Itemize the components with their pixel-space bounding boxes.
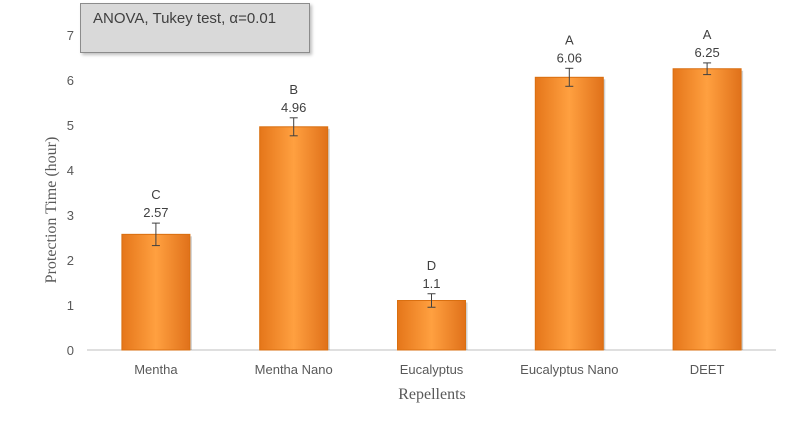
x-axis-title: Repellents: [398, 386, 466, 403]
bar: [121, 233, 191, 351]
x-tick-label: Mentha: [134, 362, 178, 377]
bar: [397, 300, 466, 351]
bar: [259, 126, 329, 351]
y-tick-label: 2: [67, 253, 74, 268]
y-axis-title: Protection Time (hour): [43, 137, 60, 284]
y-tick-label: 5: [67, 118, 74, 133]
bar-group: 6.06 A: [534, 32, 606, 351]
bar-group: 2.57 C: [121, 187, 192, 351]
group-letter-label: C: [151, 187, 160, 202]
group-letter-label: D: [427, 258, 436, 273]
y-tick-label: 4: [67, 163, 74, 178]
annotation-box: ANOVA, Tukey test, α=0.01: [80, 3, 310, 53]
group-letter-label: A: [703, 27, 712, 42]
y-tick-label: 6: [67, 73, 74, 88]
data-label: 1.1: [422, 276, 440, 291]
bar: [672, 68, 742, 351]
y-tick-label: 1: [67, 298, 74, 313]
x-tick-label: Eucalyptus Nano: [520, 362, 618, 377]
bar-group: 1.1 D: [397, 258, 468, 351]
x-tick-label: DEET: [690, 362, 725, 377]
bar-group: 4.96 B: [259, 82, 330, 351]
bar: [534, 76, 604, 351]
x-tick-label: Eucalyptus: [400, 362, 464, 377]
x-tick-label: Mentha Nano: [255, 362, 333, 377]
data-label: 4.96: [281, 100, 306, 115]
y-tick-label: 3: [67, 208, 74, 223]
data-label: 6.25: [694, 45, 719, 60]
data-label: 6.06: [557, 50, 582, 65]
group-letter-label: A: [565, 32, 574, 47]
data-label: 2.57: [143, 205, 168, 220]
y-tick-label: 7: [67, 28, 74, 43]
bar-group: 6.25 A: [672, 27, 744, 351]
y-tick-label: 0: [67, 343, 74, 358]
annotation-text: ANOVA, Tukey test, α=0.01: [93, 10, 277, 27]
group-letter-label: B: [289, 82, 298, 97]
